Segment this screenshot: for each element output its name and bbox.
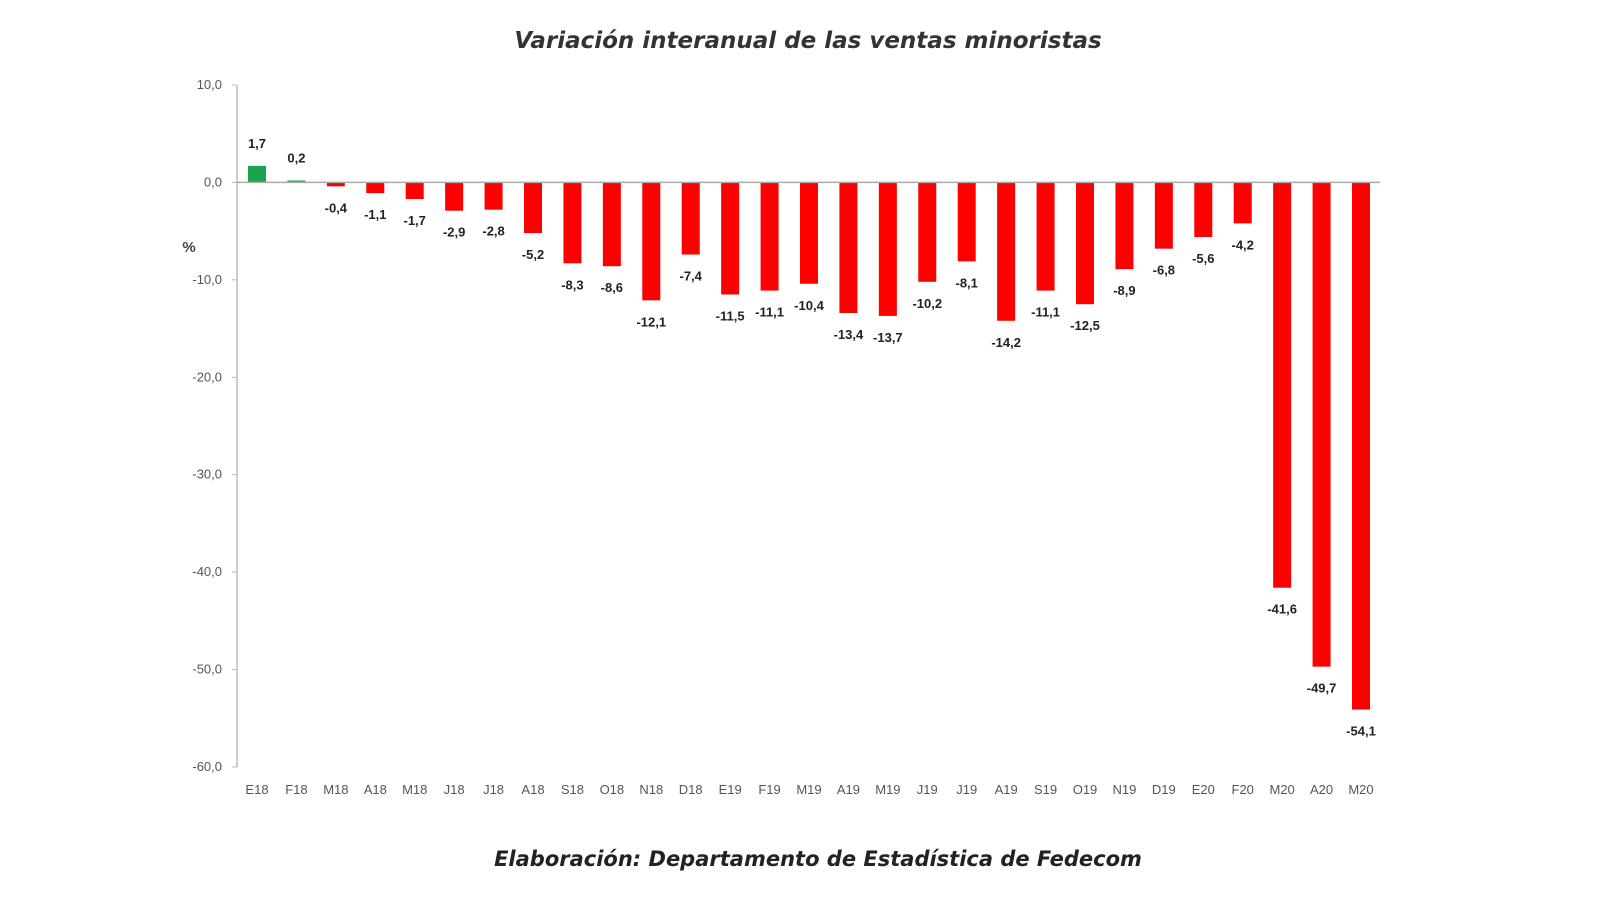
data-label: -1,7 (404, 213, 426, 228)
data-label: -13,7 (873, 330, 903, 345)
x-tick-label: O19 (1073, 782, 1098, 797)
bar-a18 (524, 182, 542, 234)
bar-e18 (248, 165, 266, 183)
bar-m18 (326, 182, 345, 187)
data-label: -8,3 (561, 277, 583, 292)
y-tick-label: -40,0 (192, 564, 222, 579)
x-tick-label: M20 (1348, 782, 1373, 797)
bar-d18 (681, 182, 700, 255)
y-tick-label: -30,0 (192, 467, 222, 482)
x-tick-label: J19 (917, 782, 938, 797)
x-tick-label: M18 (402, 782, 427, 797)
x-tick-label: M19 (875, 782, 900, 797)
x-tick-label: S19 (1034, 782, 1057, 797)
x-tick-label: A20 (1310, 782, 1333, 797)
data-label: -6,8 (1153, 263, 1175, 278)
y-tick-label: -60,0 (192, 759, 222, 774)
bar-o19 (1076, 182, 1094, 305)
bar-m18 (405, 182, 424, 199)
data-label: -14,2 (991, 335, 1021, 350)
x-tick-label: F19 (758, 782, 780, 797)
bar-n18 (642, 182, 661, 301)
x-tick-label: A18 (364, 782, 387, 797)
bar-f18 (287, 180, 306, 183)
x-tick-label: J18 (483, 782, 504, 797)
x-tick-label: F20 (1232, 782, 1254, 797)
bar-s19 (1036, 182, 1055, 291)
x-tick-label: D18 (679, 782, 703, 797)
x-tick-label: E20 (1192, 782, 1215, 797)
y-tick-label: -10,0 (192, 272, 222, 287)
data-label: -0,4 (325, 200, 348, 215)
bar-m20 (1273, 182, 1292, 588)
bar-a19 (839, 182, 858, 313)
bar-m19 (800, 182, 818, 284)
x-tick-label: F18 (285, 782, 307, 797)
bar-j18 (445, 182, 464, 211)
data-label: -49,7 (1307, 681, 1337, 696)
bar-e19 (721, 182, 740, 295)
x-tick-label: D19 (1152, 782, 1176, 797)
bar-j18 (484, 182, 503, 210)
x-tick-label: O18 (600, 782, 625, 797)
data-label: -7,4 (680, 269, 703, 284)
data-label: -11,5 (716, 308, 745, 323)
data-label: -5,6 (1192, 251, 1214, 266)
x-tick-label: A19 (995, 782, 1018, 797)
data-label: -41,6 (1267, 602, 1297, 617)
x-tick-label: M19 (796, 782, 821, 797)
bar-a19 (997, 182, 1016, 321)
data-label: -2,8 (482, 224, 504, 239)
data-label: -10,2 (912, 296, 942, 311)
data-label: 0,2 (287, 150, 305, 165)
bar-a20 (1312, 182, 1331, 667)
x-tick-label: N19 (1112, 782, 1136, 797)
bar-o18 (602, 182, 621, 267)
data-label: -1,1 (364, 207, 386, 222)
data-label: -11,1 (1031, 305, 1060, 320)
bar-s18 (563, 182, 582, 264)
x-tick-label: M20 (1269, 782, 1294, 797)
bar-m19 (878, 182, 897, 316)
data-label: -2,9 (443, 225, 465, 240)
data-label: -54,1 (1346, 724, 1376, 739)
data-label: -8,6 (601, 280, 623, 295)
bar-d19 (1154, 182, 1173, 249)
data-label: -11,1 (755, 305, 784, 320)
data-label: -8,9 (1113, 283, 1135, 298)
y-tick-label: -20,0 (192, 369, 222, 384)
data-label: 1,7 (248, 136, 266, 151)
x-tick-label: A18 (521, 782, 544, 797)
x-tick-label: N18 (639, 782, 663, 797)
y-tick-label: -50,0 (192, 662, 222, 677)
bar-f20 (1233, 182, 1252, 224)
y-axis-label: % (182, 239, 195, 256)
bar-a18 (366, 182, 385, 194)
bar-j19 (918, 182, 937, 282)
bar-j19 (957, 182, 976, 262)
y-tick-label: 10,0 (197, 77, 222, 92)
x-tick-label: S18 (561, 782, 584, 797)
x-tick-label: M18 (323, 782, 348, 797)
bar-n19 (1115, 182, 1134, 270)
bar-f19 (760, 182, 779, 291)
data-label: -5,2 (522, 247, 544, 262)
bar-e20 (1194, 182, 1213, 237)
data-label: -10,4 (794, 298, 824, 313)
data-label: -8,1 (956, 275, 978, 290)
x-tick-label: J19 (956, 782, 977, 797)
data-label: -4,2 (1232, 237, 1254, 252)
x-tick-label: J18 (444, 782, 465, 797)
y-tick-label: 0,0 (204, 174, 222, 189)
x-tick-label: A19 (837, 782, 860, 797)
chart-footer: Elaboración: Departamento de Estadística… (494, 847, 1142, 871)
bar-m20 (1352, 182, 1370, 710)
data-label: -12,5 (1070, 318, 1100, 333)
x-tick-label: E18 (245, 782, 268, 797)
data-label: -13,4 (834, 327, 864, 342)
data-label: -12,1 (636, 314, 666, 329)
chart-title: Variación interanual de las ventas minor… (514, 28, 1101, 54)
x-tick-label: E19 (719, 782, 742, 797)
